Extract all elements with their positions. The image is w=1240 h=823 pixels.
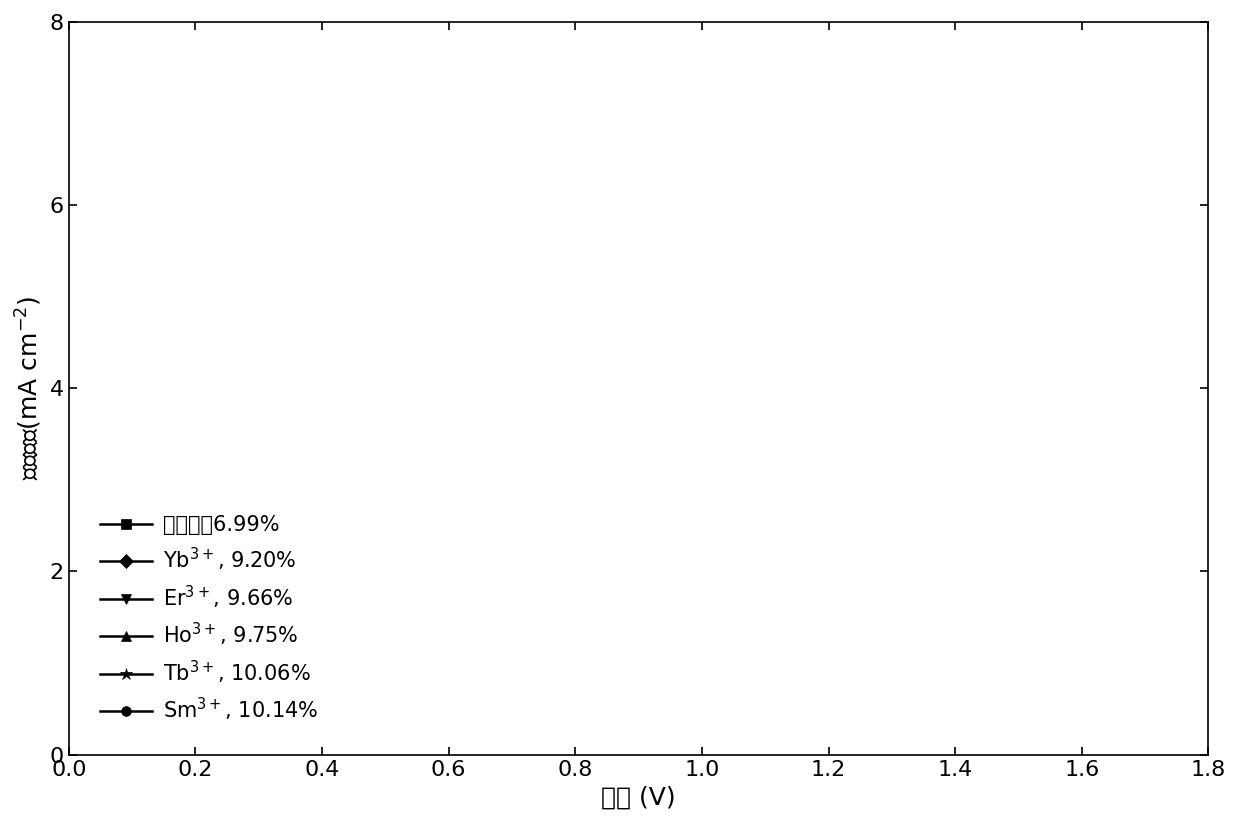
X-axis label: 电压 (V): 电压 (V) bbox=[601, 785, 676, 809]
Y-axis label: 电流密度(mA cm$^{-2}$): 电流密度(mA cm$^{-2}$) bbox=[14, 296, 45, 481]
Legend: 未掘杂，6.99%, Yb$^{3+}$, 9.20%, Er$^{3+}$, 9.66%, Ho$^{3+}$, 9.75%, Tb$^{3+}$, 10.0: 未掘杂，6.99%, Yb$^{3+}$, 9.20%, Er$^{3+}$, … bbox=[79, 495, 339, 744]
